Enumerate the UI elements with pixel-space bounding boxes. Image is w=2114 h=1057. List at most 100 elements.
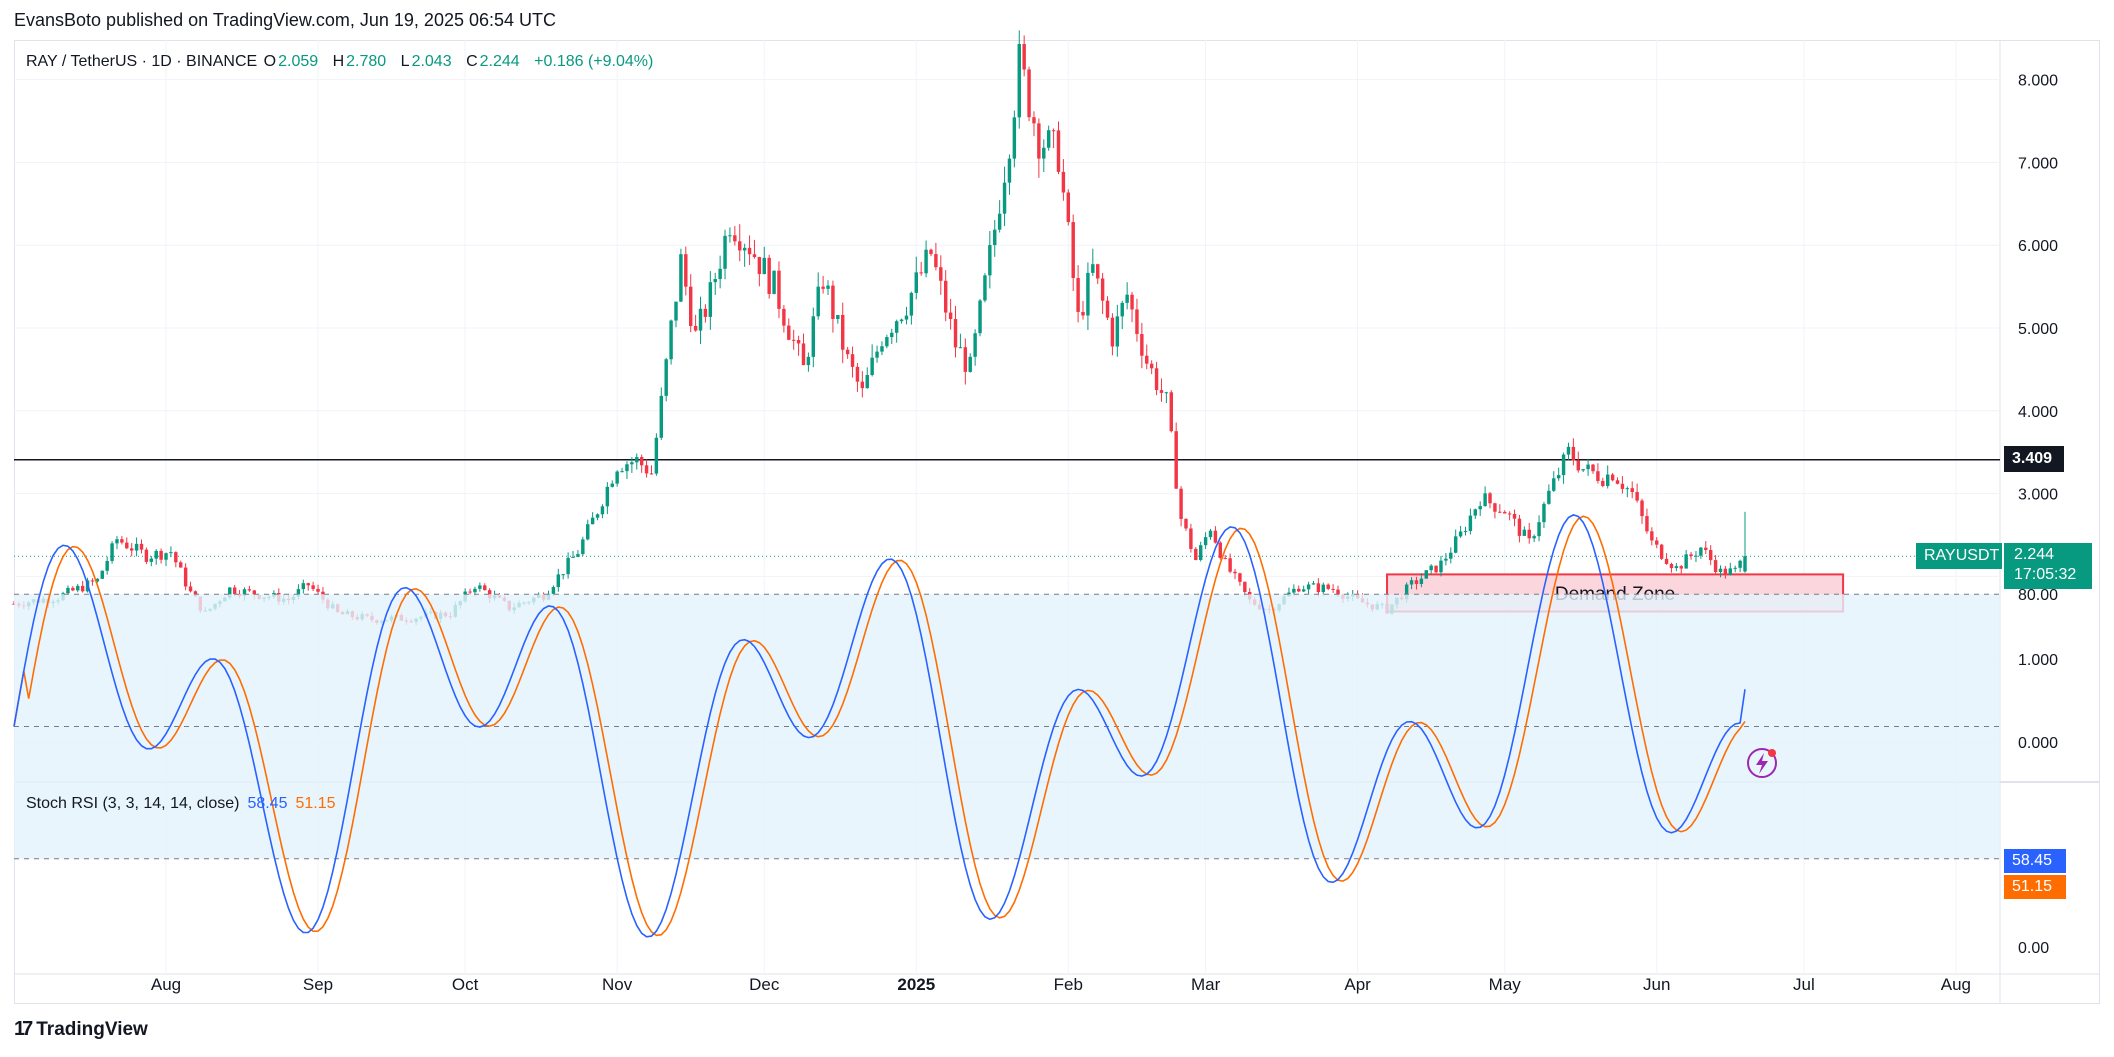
time-tick-label: Dec: [749, 975, 780, 994]
candle-body: [978, 300, 982, 334]
candle-body: [1120, 302, 1124, 317]
time-tick-label: Jun: [1643, 975, 1670, 994]
candle-body: [845, 349, 850, 355]
candle-body: [767, 257, 771, 294]
candle-body: [728, 235, 732, 237]
candle-body: [296, 589, 301, 597]
candle-body: [934, 254, 938, 268]
candle-body: [551, 587, 556, 594]
candle-body: [1532, 536, 1536, 539]
candle-body: [1655, 540, 1659, 545]
candle-body: [1096, 264, 1100, 279]
candle-body: [1100, 278, 1105, 301]
candle-body: [841, 314, 845, 350]
time-tick-label: Aug: [151, 975, 181, 994]
candle-body: [644, 465, 649, 474]
time-tick-label: Sep: [303, 975, 333, 994]
candle-body: [1238, 573, 1242, 582]
candle-body: [1154, 368, 1159, 391]
symbol-price-tag: RAYUSDT: [1916, 543, 2002, 569]
candle-body: [1581, 469, 1585, 471]
candle-body: [1046, 130, 1051, 148]
candle-body: [252, 590, 256, 596]
candle-body: [1586, 464, 1590, 470]
price-tick-label: 4.000: [2018, 404, 2058, 421]
candle-body: [1404, 584, 1409, 600]
candle-body: [301, 583, 306, 590]
candle-body: [919, 272, 923, 274]
candle-body: [164, 553, 168, 560]
stoch-k-line: [13, 514, 1746, 938]
candle-body: [698, 308, 703, 331]
candle-body: [576, 554, 580, 557]
candle-body: [316, 588, 320, 592]
candle-body: [571, 556, 575, 558]
open-value: 2.059: [278, 53, 319, 70]
time-tick-label: Nov: [602, 975, 633, 994]
candle-body: [1453, 536, 1458, 553]
candle-body: [831, 285, 835, 319]
indicator-k-value: 58.45: [247, 795, 288, 812]
candle-body: [1145, 355, 1149, 364]
candle-body: [1218, 542, 1223, 558]
tradingview-logo[interactable]: 17 TradingView: [14, 1018, 148, 1041]
candle-body: [806, 356, 811, 366]
candle-body: [1316, 583, 1321, 593]
candle-body: [997, 213, 1002, 230]
candle-body: [983, 275, 987, 301]
candle-body: [1115, 316, 1120, 347]
publisher-line: EvansBoto published on TradingView.com, …: [14, 10, 557, 30]
candle-body: [1659, 544, 1664, 559]
time-tick-label: Jul: [1793, 975, 1815, 994]
low-value: 2.043: [411, 53, 452, 70]
candle-body: [948, 312, 953, 320]
candle-body: [1576, 460, 1580, 471]
lightning-icon-bolt: [1756, 753, 1768, 774]
candle-body: [1110, 317, 1115, 347]
candle-body: [1605, 474, 1610, 486]
candle-body: [1517, 518, 1522, 536]
candle-body: [679, 254, 683, 302]
high-label: H: [332, 53, 345, 70]
candle-body: [468, 591, 472, 593]
candle-body: [639, 457, 644, 466]
candle-body: [1105, 300, 1110, 318]
candle-body: [120, 539, 124, 543]
indicator-header: Stoch RSI (3, 3, 14, 14, close) 58.45 51.1…: [26, 795, 336, 813]
candle-body: [708, 282, 713, 317]
candle-body: [929, 249, 933, 255]
candle-body: [1708, 550, 1713, 561]
candle-body: [669, 320, 673, 360]
candle-body: [595, 514, 600, 518]
candle-body: [880, 346, 884, 352]
candle-body: [875, 351, 879, 358]
candle-body: [684, 254, 688, 287]
candle-body: [860, 381, 865, 389]
candle-body: [66, 587, 70, 594]
candle-body: [478, 585, 482, 589]
symbol-name[interactable]: RAY / TetherUS · 1D · BINANCE: [26, 53, 258, 70]
candle-body: [1596, 471, 1600, 481]
time-tick-label: 2025: [897, 975, 935, 994]
candle-body: [1042, 147, 1046, 159]
candle-body: [1547, 490, 1551, 504]
lightning-icon[interactable]: [1747, 748, 1777, 778]
indicator-name[interactable]: Stoch RSI (3, 3, 14, 14, close): [26, 795, 240, 812]
candle-body: [1537, 522, 1541, 537]
candle-body: [865, 375, 869, 389]
last-price: 2.244: [2014, 546, 2055, 563]
candle-body: [1223, 557, 1227, 559]
candle-body: [76, 585, 80, 591]
candle-body: [1194, 548, 1198, 560]
high-value: 2.780: [346, 53, 387, 70]
candle-body: [654, 437, 659, 474]
candle-body: [909, 292, 914, 316]
candle-body: [1091, 264, 1095, 273]
candle-body: [958, 347, 963, 349]
candle-body: [581, 539, 585, 555]
symbol-header: RAY / TetherUS · 1D · BINANCE O 2.059 H 2.…: [26, 53, 663, 71]
candle-body: [1601, 480, 1605, 486]
candle-body: [1066, 192, 1071, 223]
last-price-tag: 2.244 17:05:32: [2004, 543, 2092, 589]
